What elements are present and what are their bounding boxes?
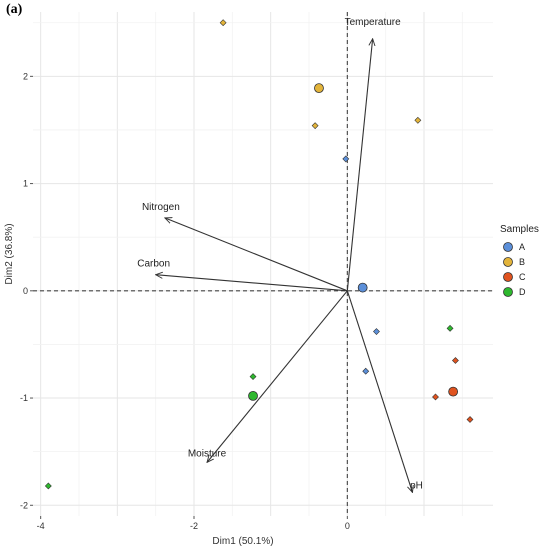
centroid-b — [314, 83, 324, 94]
vector-label-nitrogen: Nitrogen — [142, 202, 180, 213]
vector-label-ph: pH — [410, 480, 423, 491]
vector-arrow-ph — [346, 290, 412, 493]
sample-point-a — [342, 155, 350, 163]
centroid-a — [357, 282, 368, 293]
vector-arrow-temperature — [346, 39, 372, 291]
legend-label-c: C — [519, 272, 526, 282]
sample-point-b — [219, 19, 227, 27]
legend-key-b — [503, 257, 513, 267]
legend-key-c — [503, 272, 513, 282]
y-tick-label: 2 — [23, 71, 28, 81]
sample-point-a — [362, 367, 370, 375]
sample-point-c — [432, 393, 439, 401]
sample-point-b — [414, 116, 422, 124]
x-tick-label: -2 — [190, 521, 198, 531]
y-tick-label: -1 — [20, 393, 28, 403]
legend-title: Samples — [500, 224, 539, 235]
vector-label-moisture: Moisture — [188, 448, 227, 459]
vector-arrow-carbon — [156, 275, 348, 292]
centroid-d — [248, 390, 258, 401]
legend-label-a: A — [519, 242, 525, 252]
legend-label-d: D — [519, 287, 526, 297]
x-tick-label: -4 — [37, 521, 45, 531]
sample-point-c — [466, 416, 474, 423]
x-axis-title: Dim1 (50.1%) — [212, 536, 273, 547]
vector-label-carbon: Carbon — [137, 259, 170, 270]
y-axis-title: Dim2 (36.8%) — [4, 223, 15, 284]
sample-point-d — [446, 324, 454, 332]
vector-label-temperature: Temperature — [345, 17, 402, 28]
panel-label: (a) — [6, 2, 23, 17]
sample-point-b — [311, 122, 319, 130]
sample-point-c — [452, 357, 459, 364]
vector-arrow-moisture — [207, 290, 348, 463]
y-tick-label: -2 — [20, 500, 28, 510]
sample-point-d — [249, 373, 257, 381]
x-tick-label: 0 — [345, 521, 350, 531]
sample-point-d — [44, 482, 52, 490]
legend-label-b: B — [519, 257, 525, 267]
legend-key-d — [503, 287, 513, 297]
sample-point-a — [373, 328, 380, 335]
y-tick-label: 1 — [23, 179, 28, 189]
vector-arrow-nitrogen — [165, 218, 348, 292]
centroid-c — [448, 386, 459, 397]
legend-key-a — [503, 242, 513, 252]
y-tick-label: 0 — [23, 286, 28, 296]
